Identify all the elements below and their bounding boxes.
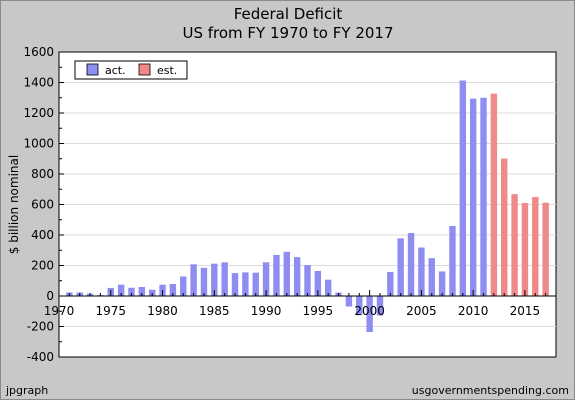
- y-tick-label: 1400: [23, 76, 54, 90]
- bar-act-1985: [211, 263, 218, 296]
- bar-act-1991: [273, 254, 280, 296]
- bar-act-1987: [231, 273, 239, 296]
- y-tick-label: 400: [31, 228, 54, 242]
- bar-act-1982: [180, 276, 187, 296]
- bar-act-1998: [345, 296, 353, 307]
- legend-label-estimate: est.: [157, 64, 177, 77]
- legend: act. est.: [74, 60, 188, 80]
- bar-est-2016: [532, 197, 539, 296]
- bar-est-2012: [490, 93, 498, 296]
- bar-act-1994: [304, 265, 311, 296]
- bar-act-1977: [128, 287, 135, 296]
- y-axis-label: $ billion nominal: [7, 155, 21, 254]
- y-tick-label: 1600: [23, 45, 54, 59]
- bar-act-1993: [293, 257, 301, 296]
- bar-act-2010: [469, 98, 477, 296]
- footer-right: usgovernmentspending.com: [412, 384, 569, 397]
- y-tick-label: 200: [31, 259, 54, 273]
- bar-act-1986: [221, 262, 228, 296]
- bar-act-1990: [262, 262, 270, 296]
- x-axis-ticks: 1970 1975 1980 1985 1990 1995 2000 2005 2010 2015: [44, 290, 557, 318]
- bar-act-2003: [397, 238, 404, 296]
- footer-left: jpgraph: [5, 384, 48, 397]
- chart-subtitle: US from FY 1970 to FY 2017: [182, 24, 393, 42]
- x-tick-label: 1980: [147, 304, 178, 318]
- chart-title: Federal Deficit: [234, 5, 343, 23]
- bar-act-1983: [190, 264, 197, 296]
- bar-act-1978: [138, 287, 146, 296]
- legend-swatch-estimate: [138, 63, 151, 76]
- y-tick-label: -400: [27, 350, 54, 364]
- bar-act-1981: [169, 283, 177, 296]
- legend-label-actual: act.: [105, 64, 126, 77]
- bar-act-2007: [438, 271, 446, 296]
- y-tick-label: -200: [27, 320, 54, 334]
- legend-box: [74, 60, 188, 80]
- bar-act-2011: [480, 97, 487, 296]
- bar-act-1976: [117, 284, 125, 296]
- x-tick-label: 1970: [44, 304, 75, 318]
- bar-act-1988: [242, 272, 249, 296]
- bar-act-2006: [428, 258, 435, 296]
- bar-act-1979: [148, 289, 156, 296]
- x-tick-label: 1995: [303, 304, 334, 318]
- bar-est-2017: [542, 202, 549, 296]
- y-axis-ticks: -400 -200 0 200 400 600 800 1000 1200 1400 1600: [23, 45, 64, 364]
- bar-act-2008: [449, 226, 456, 296]
- y-tick-label: 0: [46, 289, 54, 303]
- bar-act-2005: [418, 247, 425, 296]
- legend-swatch-actual: [86, 63, 99, 76]
- bar-act-2002: [387, 271, 394, 296]
- bar-est-2013: [501, 158, 508, 296]
- x-tick-label: 1985: [199, 304, 230, 318]
- y-tick-label: 600: [31, 198, 54, 212]
- bar-act-1996: [324, 279, 332, 296]
- bar-act-1992: [283, 251, 291, 296]
- bar-act-1989: [252, 272, 259, 296]
- y-tick-label: 1000: [23, 137, 54, 151]
- bar-act-2009: [459, 80, 467, 296]
- bars: [66, 80, 549, 332]
- bar-est-2015: [521, 202, 529, 296]
- x-tick-label: 1975: [95, 304, 126, 318]
- x-tick-label: 2000: [354, 304, 385, 318]
- bar-act-2000: [366, 296, 373, 332]
- y-tick-label: 1200: [23, 106, 54, 120]
- y-tick-label: 800: [31, 167, 54, 181]
- bar-act-2001: [376, 296, 384, 316]
- bar-act-1995: [314, 270, 322, 296]
- bar-act-2004: [407, 233, 415, 296]
- bar-act-1984: [200, 267, 208, 296]
- x-tick-label: 2005: [406, 304, 437, 318]
- bar-est-2014: [511, 194, 518, 296]
- x-tick-label: 2010: [458, 304, 489, 318]
- x-tick-label: 2015: [510, 304, 541, 318]
- x-tick-label: 1990: [251, 304, 282, 318]
- bar-act-1999: [356, 296, 363, 316]
